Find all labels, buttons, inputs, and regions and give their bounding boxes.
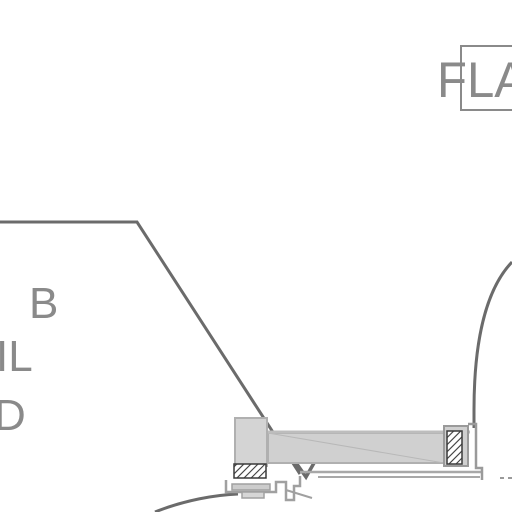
frame-right-profile	[468, 422, 484, 480]
frame-slab-diagonal	[267, 432, 445, 464]
frame-jamb-block	[234, 417, 268, 467]
seal-hatch-right	[446, 430, 463, 465]
label-il: IL	[0, 332, 33, 381]
threshold-base	[231, 483, 271, 491]
label-d: D	[0, 391, 26, 440]
label-b: B	[29, 279, 58, 328]
leader-line	[0, 220, 302, 475]
frame-section-detail	[224, 417, 512, 502]
seal-hatch-left	[233, 463, 267, 479]
threshold-foot	[241, 491, 265, 499]
label-fla: FLA	[437, 52, 512, 108]
door-swing-arc	[472, 260, 512, 428]
bottom-arc	[154, 492, 239, 512]
top-right-label-group: FLA	[437, 45, 512, 111]
threshold-slope	[285, 489, 313, 499]
label-frame-box	[460, 45, 512, 111]
